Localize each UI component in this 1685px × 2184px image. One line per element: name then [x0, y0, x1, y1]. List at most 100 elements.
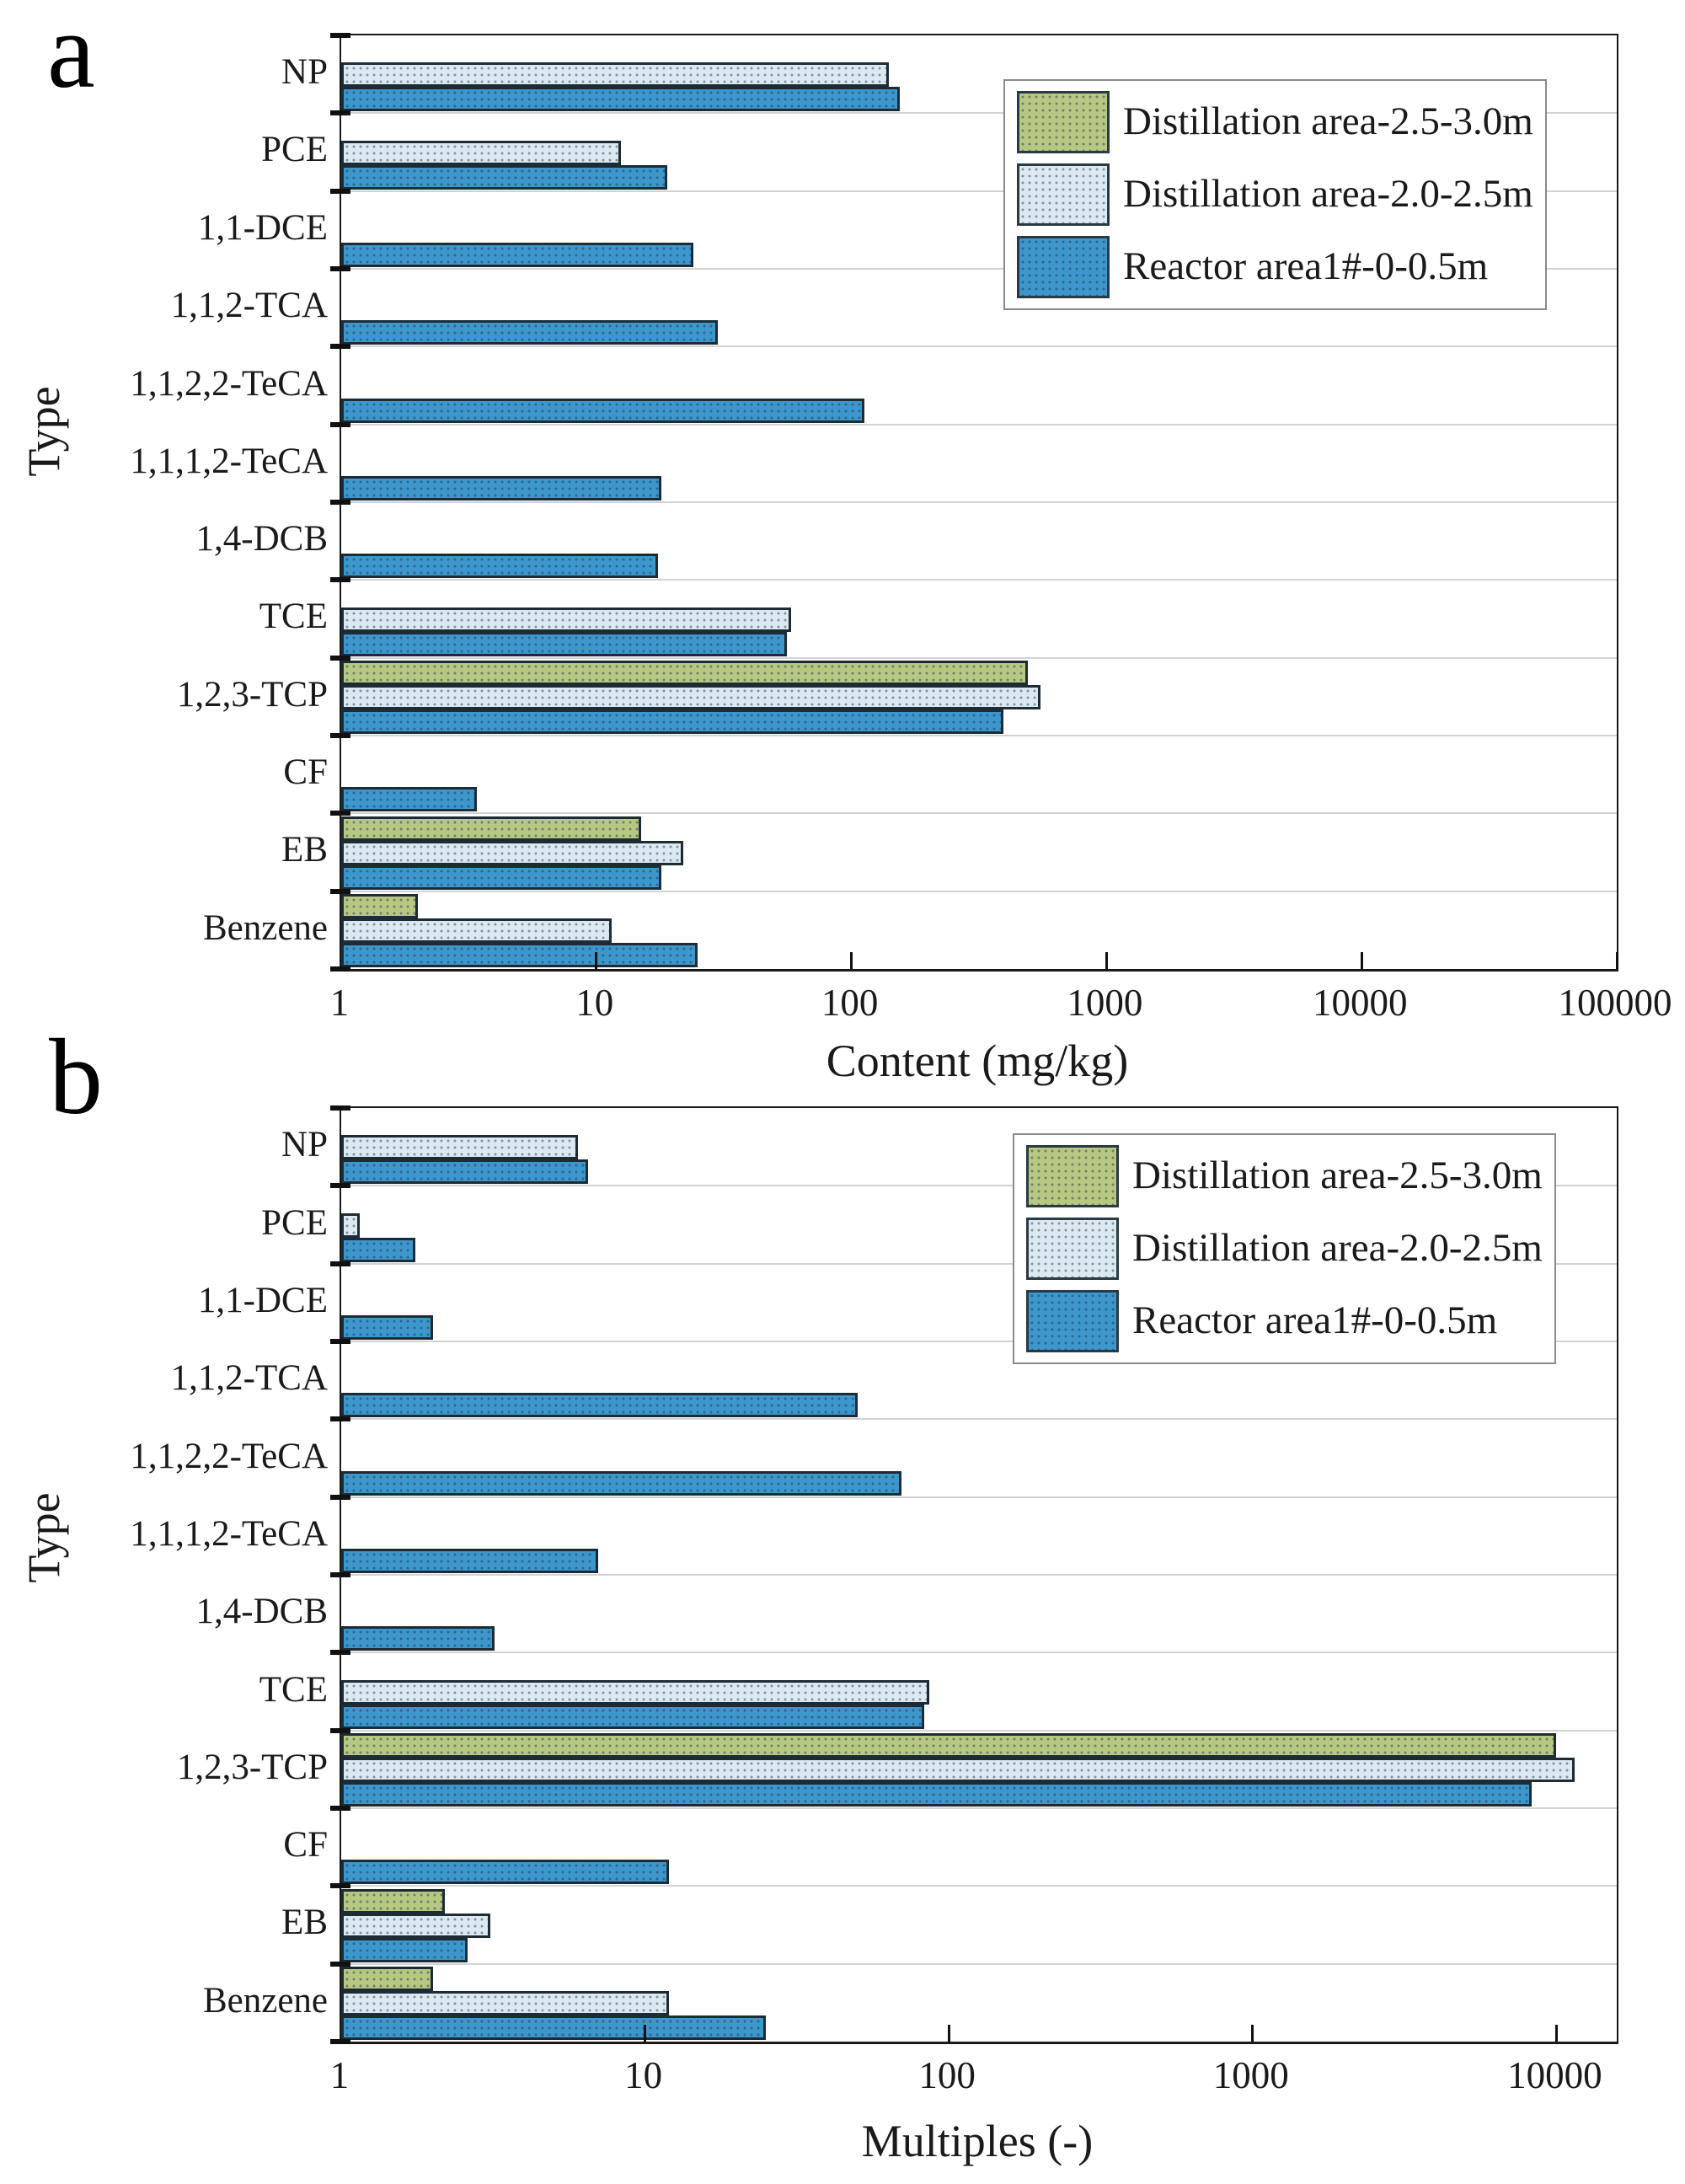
bar	[341, 1315, 433, 1340]
category-label: Benzene	[202, 908, 328, 948]
bar	[341, 141, 621, 165]
bar	[341, 661, 1028, 685]
panel-b-x-axis-title: Multiples (-)	[861, 2116, 1094, 2166]
bar	[341, 1758, 1575, 1782]
category-separator-gridline	[341, 1341, 1617, 1342]
x-tick-label: 10000	[1507, 2054, 1602, 2096]
category-separator-gridline	[341, 657, 1617, 659]
bar	[341, 865, 661, 890]
x-axis-tick	[1360, 952, 1363, 969]
bar	[341, 1967, 433, 1991]
legend-swatch	[1017, 91, 1110, 153]
panel-a-letter: a	[47, 0, 95, 110]
y-axis-tick	[330, 1962, 350, 1967]
legend-swatch	[1026, 1145, 1119, 1207]
category-separator-gridline	[341, 1263, 1617, 1265]
legend-swatch	[1026, 1290, 1119, 1352]
panel-b-letter: b	[49, 1017, 103, 1137]
category-label: CF	[283, 1825, 328, 1865]
y-axis-tick	[330, 1883, 350, 1888]
legend-item: Distillation area-2.0-2.5m	[1017, 163, 1533, 226]
legend-item: Distillation area-2.5-3.0m	[1017, 91, 1533, 153]
y-axis-tick	[330, 344, 350, 349]
bar	[341, 709, 1003, 734]
bar	[341, 1860, 669, 1884]
category-separator-gridline	[341, 891, 1617, 892]
bar	[341, 1549, 598, 1573]
bar	[341, 1938, 468, 1962]
panel-a-x-axis-title: Content (mg/kg)	[826, 1036, 1129, 1086]
x-tick-label: 1000	[1212, 2054, 1289, 2096]
bar	[341, 1393, 858, 1417]
category-separator-gridline	[341, 501, 1617, 503]
legend-item: Reactor area1#-0-0.5m	[1017, 236, 1533, 298]
category-separator-gridline	[341, 1496, 1617, 1498]
x-axis-tick	[644, 2025, 647, 2042]
category-label: TCE	[259, 597, 328, 636]
x-tick-label: 1	[329, 982, 350, 1024]
legend-swatch	[1026, 1218, 1119, 1280]
bar	[341, 62, 889, 87]
x-tick-label: 100	[918, 2054, 976, 2096]
y-axis-tick	[330, 33, 350, 38]
bar	[341, 320, 718, 345]
y-axis-tick	[330, 1806, 350, 1811]
category-label: 1,4-DCB	[195, 1592, 328, 1631]
bar	[341, 1626, 495, 1651]
category-separator-gridline	[341, 112, 1617, 114]
legend-label: Reactor area1#-0-0.5m	[1123, 244, 1489, 289]
y-axis-tick	[330, 422, 350, 427]
x-axis-tick	[1105, 952, 1108, 969]
category-label: TCE	[259, 1670, 328, 1710]
category-label: 1,1,1,2-TeCA	[130, 442, 328, 481]
panel-a-plot-area: Distillation area-2.5-3.0m Distillation a…	[330, 33, 1618, 972]
y-axis-tick	[330, 1105, 350, 1111]
category-separator-gridline	[341, 345, 1617, 347]
category-label: 1,1-DCE	[197, 208, 328, 248]
category-separator-gridline	[341, 1885, 1617, 1887]
legend: Distillation area-2.5-3.0m Distillation a…	[1013, 1133, 1556, 1364]
y-axis-tick	[330, 1495, 350, 1500]
bar	[341, 685, 1040, 709]
bar	[341, 87, 900, 111]
category-label: 1,1,2-TCA	[170, 1358, 328, 1398]
bar	[341, 243, 693, 267]
x-tick-label: 10	[624, 2054, 663, 2096]
bar	[341, 1213, 360, 1238]
y-axis-tick	[330, 1650, 350, 1655]
x-axis-tick	[850, 952, 853, 969]
y-axis-tick	[330, 889, 350, 894]
category-label: NP	[281, 1125, 328, 1164]
legend-label: Distillation area-2.0-2.5m	[1123, 172, 1533, 217]
x-tick-label: 10000	[1312, 982, 1408, 1024]
x-axis-tick	[1615, 952, 1618, 969]
legend-label: Distillation area-2.5-3.0m	[1132, 1154, 1543, 1198]
legend-item: Distillation area-2.5-3.0m	[1026, 1145, 1543, 1207]
bar	[341, 1135, 578, 1159]
legend-label: Distillation area-2.5-3.0m	[1123, 99, 1533, 144]
category-label: 1,1,2,2-TeCA	[130, 364, 328, 404]
y-axis-tick	[330, 656, 350, 661]
bar	[341, 1733, 1556, 1758]
panel-b-plot-area: Distillation area-2.5-3.0m Distillation a…	[330, 1105, 1618, 2044]
category-separator-gridline	[341, 1807, 1617, 1809]
legend-item: Distillation area-2.0-2.5m	[1026, 1218, 1543, 1280]
category-separator-gridline	[341, 812, 1617, 814]
y-axis-tick	[330, 1416, 350, 1421]
bar	[341, 1680, 929, 1705]
category-label: Benzene	[202, 1981, 328, 2021]
bar	[341, 894, 418, 918]
y-axis-tick	[330, 811, 350, 816]
y-axis-tick	[330, 577, 350, 582]
category-separator-gridline	[341, 1651, 1617, 1653]
category-label: PCE	[261, 1203, 328, 1243]
y-axis-tick	[330, 1572, 350, 1577]
bar	[341, 1159, 588, 1184]
bar	[341, 608, 791, 632]
bar	[341, 1889, 445, 1914]
category-separator-gridline	[341, 190, 1617, 192]
y-axis-tick	[330, 1261, 350, 1266]
category-label: EB	[281, 830, 328, 870]
bar	[341, 943, 698, 967]
category-label: 1,2,3-TCP	[176, 1748, 328, 1787]
